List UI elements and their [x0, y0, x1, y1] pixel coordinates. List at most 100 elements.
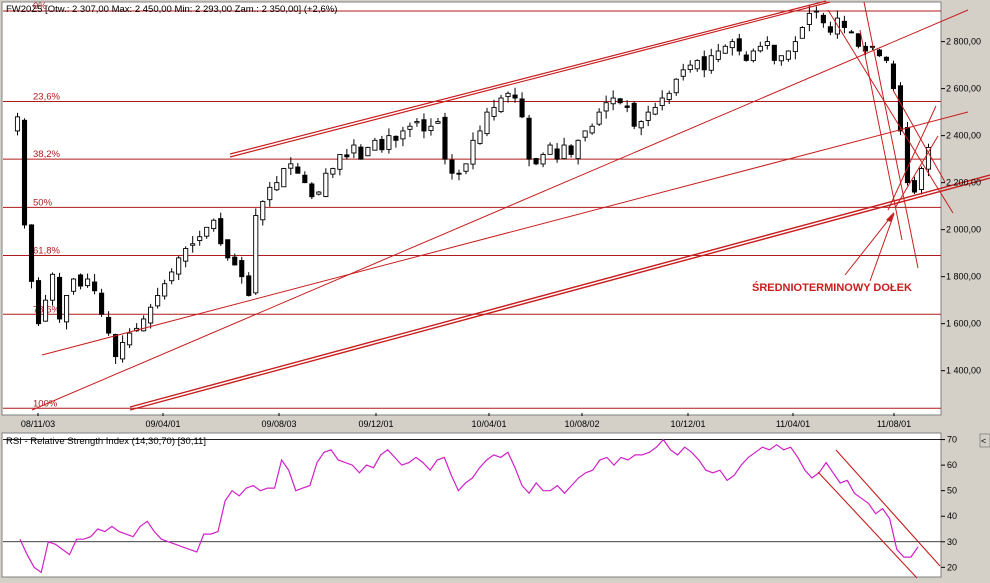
- candle: [659, 97, 665, 107]
- price-panel: [1, 1, 942, 416]
- candle: [694, 59, 700, 70]
- candle: [309, 183, 315, 198]
- fib-level-label: 0%: [33, 1, 47, 12]
- candle: [652, 106, 658, 115]
- candle: [120, 342, 126, 360]
- rsi-trendlines: [817, 449, 941, 579]
- candle: [162, 283, 168, 297]
- candle: [666, 92, 672, 100]
- candle: [638, 121, 644, 129]
- rsi-y-tick-label: 40: [947, 511, 957, 521]
- candle: [890, 63, 897, 90]
- candle: [792, 41, 798, 53]
- candle: [204, 226, 210, 237]
- candle: [778, 55, 784, 62]
- candle: [785, 50, 791, 60]
- trendline: [41, 111, 969, 356]
- candle: [673, 78, 679, 94]
- candle: [624, 105, 630, 108]
- y-tick-label: 2 400,00: [946, 131, 981, 141]
- trendline: [129, 174, 990, 408]
- candle: [918, 168, 925, 190]
- fan-line: [887, 105, 937, 211]
- y-tick-label: 2 800,00: [946, 37, 981, 47]
- candle: [575, 139, 581, 160]
- candle: [554, 148, 560, 160]
- annotation-arrow: [844, 212, 895, 276]
- candle: [547, 144, 553, 155]
- x-tick-label: 10/08/02: [564, 419, 599, 429]
- candle: [337, 153, 343, 170]
- candle: [281, 168, 287, 188]
- candle: [876, 49, 882, 57]
- candle: [42, 299, 49, 322]
- candle: [519, 98, 525, 118]
- candle: [295, 166, 301, 174]
- candle: [372, 139, 378, 151]
- fan-line: [894, 135, 939, 209]
- candle: [239, 260, 245, 278]
- x-tick-label: 10/12/01: [670, 419, 705, 429]
- candle: [267, 186, 273, 201]
- fib-level-label: 38,2%: [33, 149, 60, 160]
- candle: [855, 33, 861, 47]
- candle: [841, 20, 847, 28]
- caret-icon: <: [981, 436, 986, 446]
- arrow-head: [886, 212, 894, 222]
- candle: [498, 97, 504, 113]
- candle: [827, 26, 833, 33]
- candle: [617, 98, 623, 104]
- candle: [183, 248, 189, 262]
- candle: [813, 10, 819, 13]
- candle: [869, 45, 875, 48]
- candle: [358, 146, 364, 160]
- candle: [218, 218, 224, 245]
- candle: [764, 41, 770, 46]
- y-tick-label: 1 600,00: [946, 319, 981, 329]
- candle: [28, 224, 35, 282]
- x-tick-label: 10/04/01: [471, 419, 506, 429]
- trendline: [835, 449, 941, 567]
- candle: [729, 41, 735, 49]
- trendline: [129, 177, 990, 411]
- candle: [232, 256, 238, 266]
- candle: [78, 274, 84, 287]
- candle: [407, 125, 413, 130]
- candle: [176, 257, 182, 275]
- candle: [680, 69, 686, 77]
- y-tick-label: 1 800,00: [946, 272, 981, 282]
- trendline: [229, 1, 831, 158]
- candle: [21, 119, 28, 226]
- candle: [302, 174, 308, 184]
- candle: [603, 102, 609, 112]
- rsi-panel: [1, 432, 942, 578]
- candle: [533, 158, 539, 165]
- candle: [85, 278, 91, 287]
- rsi-y-tick-label: 20: [947, 562, 957, 572]
- y-tick-label: 2 200,00: [946, 178, 981, 188]
- candle: [897, 85, 904, 132]
- candle: [435, 121, 441, 124]
- candle: [386, 135, 392, 150]
- candle: [246, 275, 252, 296]
- candle: [526, 117, 532, 160]
- candle: [92, 281, 98, 292]
- candle: [750, 50, 756, 62]
- candle: [449, 159, 455, 174]
- candle: [414, 121, 420, 124]
- candle: [610, 97, 616, 105]
- candle: [99, 292, 105, 315]
- candle: [596, 111, 602, 125]
- panel-toggle-button[interactable]: [979, 433, 990, 448]
- candle: [14, 116, 21, 132]
- rsi-y-tick-label: 30: [947, 537, 957, 547]
- candle: [344, 154, 350, 158]
- candle: [365, 146, 371, 157]
- x-tick-label: 09/12/01: [358, 419, 393, 429]
- candle: [911, 180, 918, 193]
- y-tick-label: 2 000,00: [946, 225, 981, 235]
- candle: [260, 200, 266, 221]
- y-tick-label: 2 600,00: [946, 84, 981, 94]
- candle: [330, 168, 336, 175]
